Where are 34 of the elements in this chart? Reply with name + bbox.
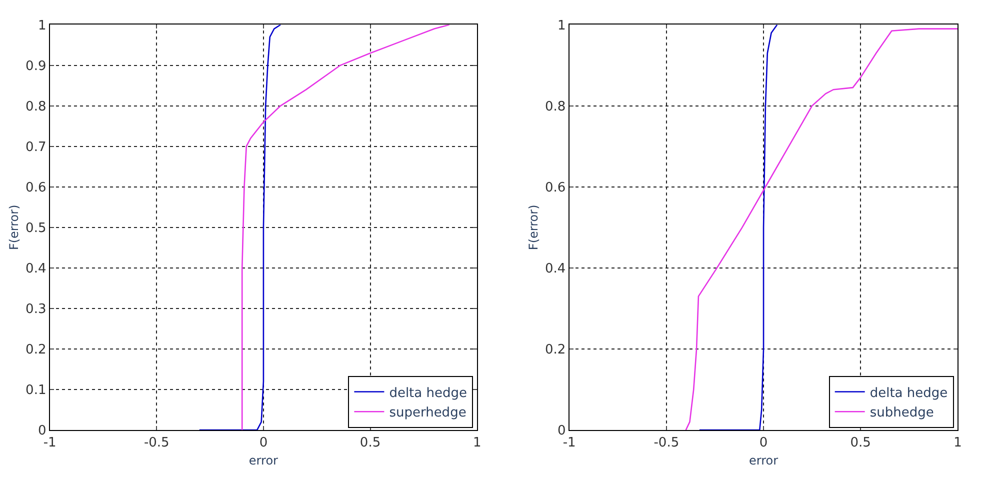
x-tick-label: 1: [472, 436, 482, 451]
x-tick-label: -0.5: [654, 436, 680, 451]
y-tick-label: 1: [38, 18, 46, 34]
y-tick-label: 0.2: [545, 342, 566, 358]
legend-label: delta hedge: [389, 386, 467, 401]
y-tick-label: 0.6: [545, 180, 566, 196]
y-tick-label: 0.9: [26, 58, 46, 74]
y-tick-label: 0.4: [545, 261, 566, 276]
x-axis-title: error: [248, 454, 278, 468]
y-tick-label: 0.8: [26, 99, 46, 114]
line-series: [685, 28, 958, 430]
y-tick-label: 0.6: [26, 180, 46, 196]
line-series: [698, 24, 778, 430]
y-axis-title: F(error): [6, 204, 21, 250]
x-tick-label: 0.5: [850, 436, 871, 451]
y-tick-label: 0.1: [26, 383, 46, 398]
y-tick-label: 0.2: [26, 342, 46, 358]
x-tick-label: 0: [259, 436, 268, 451]
legend-label: subhedge: [870, 406, 934, 421]
y-tick-label: 1: [557, 18, 566, 34]
x-tick-label: 0: [759, 436, 768, 451]
y-axis-title: F(error): [526, 204, 540, 250]
legend-label: superhedge: [389, 406, 466, 421]
x-tick-label: -0.5: [144, 436, 170, 451]
x-tick-label: 0.5: [360, 436, 381, 451]
x-axis-title: error: [748, 454, 778, 468]
x-tick-label: 1: [954, 436, 962, 451]
y-tick-label: 0.5: [26, 220, 46, 236]
y-tick-label: 0.4: [26, 261, 46, 276]
y-tick-label: 0.8: [545, 99, 566, 114]
legend-label: delta hedge: [870, 386, 948, 401]
y-tick-label: 0.7: [26, 140, 46, 155]
line-series: [198, 24, 282, 430]
y-tick-label: 0.3: [26, 302, 46, 318]
